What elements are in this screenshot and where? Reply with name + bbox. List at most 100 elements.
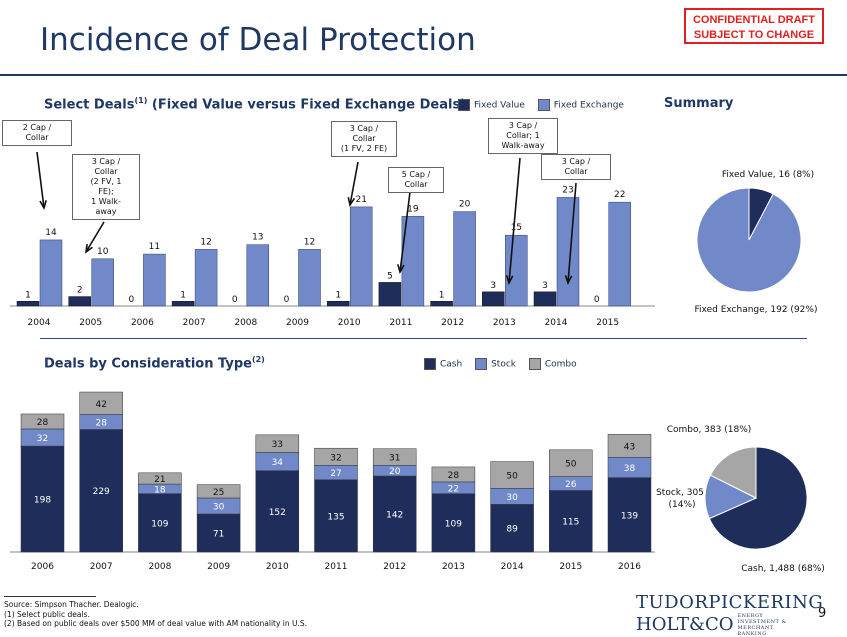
bar-cash: [196, 513, 241, 553]
bar-cash: [20, 445, 65, 553]
data-label-stock: 20: [389, 467, 401, 477]
data-label-combo: 31: [389, 454, 400, 464]
data-label-fixed-value: 5: [387, 271, 393, 281]
x-tick-label: 2004: [28, 318, 51, 328]
footnote-rule: [4, 596, 96, 597]
x-tick-label: 2013: [493, 318, 516, 328]
data-label-stock: 27: [330, 469, 341, 479]
bar-fixed-value: [16, 301, 40, 307]
data-label-cash: 152: [269, 508, 286, 518]
data-label-stock: 22: [448, 484, 459, 494]
bar-combo: [372, 448, 417, 466]
pie-label-cash: Cash, 1,488 (68%): [741, 564, 825, 574]
data-label-stock: 34: [272, 458, 284, 468]
bar-fixed-value: [482, 291, 505, 307]
data-label-fixed-value: 0: [284, 295, 290, 305]
callout-arrow: [349, 161, 359, 206]
bar-combo: [196, 484, 241, 499]
data-label-fixed-exchange: 10: [97, 247, 109, 257]
data-label-fixed-value: 0: [129, 295, 135, 305]
data-label-fixed-exchange: 13: [252, 233, 263, 243]
data-label-fixed-value: 0: [594, 295, 600, 305]
data-label-fixed-value: 0: [232, 295, 238, 305]
callout-arrowhead: [39, 200, 47, 211]
data-label-fixed-exchange: 20: [459, 200, 471, 210]
bar-fixed-exchange: [194, 249, 218, 307]
callout-arrow: [85, 221, 105, 253]
x-tick-label: 2015: [559, 562, 582, 572]
x-tick-label: 2013: [442, 562, 465, 572]
x-tick-label: 2006: [31, 562, 54, 572]
logo-tagline: ENERGY INVESTMENT & MERCHANT BANKING: [737, 613, 787, 637]
x-tick-label: 2008: [148, 562, 171, 572]
x-tick-label: 2009: [286, 318, 309, 328]
data-label-combo: 43: [624, 442, 635, 452]
bar-combo: [79, 391, 123, 415]
callout-2011: 5 Cap / Collar: [388, 167, 444, 193]
callout-2004: 2 Cap / Collar: [2, 120, 72, 146]
confidential-badge: CONFIDENTIAL DRAFT SUBJECT TO CHANGE: [684, 8, 824, 44]
data-label-stock: 28: [95, 418, 107, 428]
data-label-cash: 198: [34, 496, 51, 506]
data-label-stock: 32: [37, 434, 48, 444]
bar-fixed-value: [326, 301, 350, 307]
callout-2005: 3 Cap / Collar (2 FV, 1 FE); 1 Walk-away: [72, 154, 140, 220]
data-label-cash: 139: [621, 511, 638, 521]
data-label-combo: 28: [448, 471, 460, 481]
pie-label-combo: Combo, 383 (18%): [667, 425, 752, 435]
bar-combo: [607, 434, 652, 458]
callout-arrow: [508, 157, 521, 284]
bar-fixed-exchange: [453, 211, 476, 307]
section-consideration-title: Deals by Consideration Type(2): [44, 355, 265, 372]
bar-cash: [314, 479, 358, 553]
confidential-line-1: CONFIDENTIAL DRAFT: [692, 14, 815, 26]
data-label-fixed-value: 3: [542, 281, 548, 291]
x-tick-label: 2014: [545, 318, 568, 328]
company-logo: TUDORPICKERING HOLT&CO ENERGY INVESTMENT …: [636, 592, 823, 637]
bar-fixed-exchange: [246, 244, 270, 307]
bar-cash: [79, 429, 123, 553]
x-tick-label: 2008: [234, 318, 257, 328]
bar-combo: [255, 434, 300, 453]
x-tick-label: 2016: [618, 562, 641, 572]
footnotes: Source: Simpson Thacher. Dealogic. (1) S…: [4, 600, 307, 629]
data-label-stock: 30: [506, 493, 518, 503]
legend-select-deals: Fixed Value Fixed Exchange: [458, 99, 634, 111]
callout-arrowhead: [397, 264, 405, 275]
bar-cash: [549, 490, 593, 553]
data-label-cash: 115: [562, 518, 579, 528]
bar-fixed-exchange: [91, 258, 114, 307]
data-label-combo: 42: [95, 400, 106, 410]
page-title: Incidence of Deal Protection: [40, 22, 476, 58]
data-label-fixed-exchange: 21: [355, 195, 366, 205]
x-tick-label: 2011: [389, 318, 412, 328]
bar-combo: [490, 461, 534, 489]
x-tick-label: 2007: [183, 318, 206, 328]
x-tick-label: 2010: [266, 562, 289, 572]
callout-2013: 3 Cap / Collar; 1 Walk-away: [488, 118, 558, 154]
data-label-combo: 50: [506, 471, 518, 481]
title-rule: [0, 74, 847, 76]
data-label-fixed-value: 1: [335, 290, 341, 300]
callout-arrowhead: [84, 243, 93, 254]
logo-line-1: TUDORPICKERING: [636, 592, 824, 613]
callout-arrow: [567, 182, 577, 284]
data-label-fixed-value: 1: [25, 290, 31, 300]
callout-arrowhead: [347, 197, 356, 208]
footnote-source: Source: Simpson Thacher. Dealogic.: [4, 600, 139, 609]
bar-cash: [607, 477, 652, 553]
bar-cash: [255, 470, 300, 553]
bar-fixed-value: [430, 301, 453, 307]
data-label-cash: 109: [445, 519, 462, 529]
bar-cash: [490, 504, 534, 553]
data-label-fixed-value: 2: [77, 286, 83, 296]
callout-2010: 3 Cap / Collar (1 FV, 2 FE): [331, 121, 397, 157]
bar-fixed-exchange: [608, 201, 631, 307]
x-tick-label: 2014: [501, 562, 524, 572]
bar-fixed-value: [68, 296, 91, 307]
callout-arrowhead: [505, 275, 514, 286]
bar-combo: [138, 472, 182, 485]
summary-title: Summary: [664, 96, 734, 111]
bar-fixed-exchange: [349, 206, 373, 307]
data-label-cash: 71: [213, 530, 224, 540]
